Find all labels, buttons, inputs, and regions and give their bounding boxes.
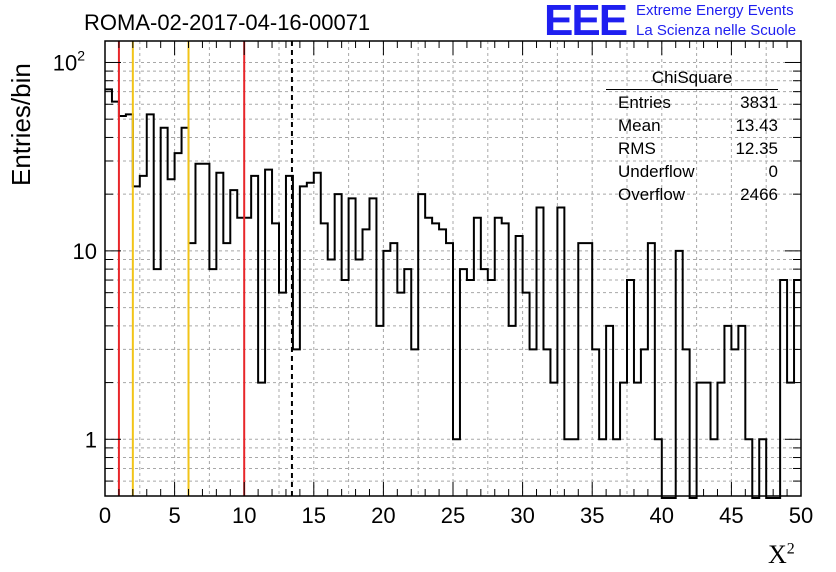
x-axis-label: X2 (768, 540, 795, 569)
x-tick-labels: 0 5 10 15 20 25 30 35 40 45 50 (99, 503, 813, 528)
x-tick-label: 50 (789, 503, 813, 528)
y-tick-label: 1 (85, 427, 97, 452)
x-tick-label: 20 (371, 503, 395, 528)
logo-line-2: La Scienza nelle Scuole (636, 22, 797, 39)
eee-logo: EEE (544, 0, 628, 45)
logo-line-1: Extreme Energy Events (636, 2, 794, 19)
x-tick-label: 30 (510, 503, 534, 528)
y-axis-label: Entries/bin (6, 63, 36, 186)
run-title: ROMA-02-2017-04-16-00071 (84, 10, 371, 35)
x-tick-label: 45 (719, 503, 743, 528)
stats-box: ChiSquare Entries 3831 Mean 13.43 RMS 12.35… (606, 68, 778, 208)
stat-row-mean: Mean 13.43 (618, 116, 778, 135)
axis-ticks (104, 41, 802, 497)
histogram-bars (105, 88, 801, 499)
stat-row-overflow: Overflow 2466 (618, 185, 778, 204)
x-tick-label: 25 (441, 503, 465, 528)
reference-lines (117, 41, 293, 496)
x-tick-label: 35 (580, 503, 604, 528)
y-tick-labels: 1 10 102 (53, 47, 97, 452)
x-tick-label: 40 (650, 503, 674, 528)
stat-row-rms: RMS 12.35 (618, 139, 778, 158)
y-tick-label: 10 (73, 239, 97, 264)
x-tick-label: 15 (302, 503, 326, 528)
stat-row-underflow: Underflow 0 (618, 162, 778, 181)
stats-title: ChiSquare (606, 68, 778, 90)
y-tick-label: 102 (53, 47, 85, 75)
histogram-outline (105, 88, 801, 499)
x-tick-label: 10 (232, 503, 256, 528)
x-tick-label: 0 (99, 503, 111, 528)
stat-row-entries: Entries 3831 (618, 93, 778, 112)
x-tick-label: 5 (168, 503, 180, 528)
